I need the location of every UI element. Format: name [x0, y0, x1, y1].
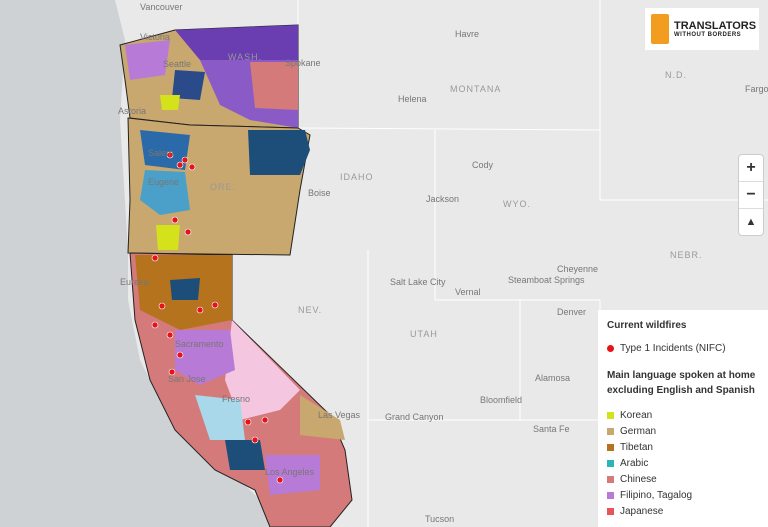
- legend-title: Current wildfires: [607, 320, 687, 331]
- place-label: NEV.: [298, 305, 322, 315]
- fire-marker[interactable]: [276, 476, 284, 484]
- place-label: Las Vegas: [318, 410, 361, 420]
- place-label: Spokane: [285, 58, 321, 68]
- legend-swatch: [607, 428, 614, 435]
- legend-swatch: [607, 476, 614, 483]
- place-label: Helena: [398, 94, 427, 104]
- place-label: Havre: [455, 29, 479, 39]
- place-label: Seattle: [163, 59, 191, 69]
- place-label: NEBR.: [670, 250, 703, 260]
- legend-item: Arabic: [607, 458, 759, 469]
- place-label: Fresno: [222, 394, 250, 404]
- fire-marker[interactable]: [261, 416, 269, 424]
- fire-marker[interactable]: [251, 436, 259, 444]
- legend-label: Arabic: [620, 458, 649, 469]
- fire-marker[interactable]: [166, 151, 174, 159]
- map-controls: + − ▲: [738, 154, 764, 236]
- place-label: Victoria: [140, 32, 170, 42]
- place-label: Bloomfield: [480, 395, 522, 405]
- legend-label: Chinese: [620, 474, 657, 485]
- legend-label: Filipino, Tagalog: [620, 490, 693, 501]
- place-label: Eureka: [120, 277, 149, 287]
- logo-icon: [651, 14, 669, 44]
- reset-north[interactable]: ▲: [745, 216, 757, 228]
- place-label: Vancouver: [140, 2, 182, 12]
- place-label: Steamboat Springs: [508, 275, 585, 285]
- legend-swatch: [607, 345, 614, 352]
- legend: Current wildfires Type 1 Incidents (NIFC…: [598, 310, 768, 527]
- place-label: WYO.: [503, 199, 531, 209]
- place-label: San Jose: [168, 374, 206, 384]
- logo-subtext: WITHOUT BORDERS: [674, 32, 742, 38]
- zoom-in[interactable]: +: [739, 155, 763, 182]
- place-label: MONTANA: [450, 84, 501, 94]
- logo[interactable]: TRANSLATORS WITHOUT BORDERS: [645, 8, 759, 50]
- zoom-out[interactable]: −: [739, 182, 763, 209]
- place-label: Eugene: [148, 177, 179, 187]
- place-label: WASH.: [228, 52, 262, 62]
- place-label: Grand Canyon: [385, 412, 444, 422]
- legend-item: Tibetan: [607, 442, 759, 453]
- legend-swatch: [607, 508, 614, 515]
- place-label: UTAH: [410, 329, 438, 339]
- legend-swatch: [607, 460, 614, 467]
- fire-marker[interactable]: [171, 216, 179, 224]
- place-label: Fargo: [745, 84, 768, 94]
- place-label: ORE.: [210, 182, 236, 192]
- legend-item: Chinese: [607, 474, 759, 485]
- legend-label: Japanese: [620, 506, 664, 517]
- place-label: Sacramento: [175, 339, 224, 349]
- place-label: Alamosa: [535, 373, 570, 383]
- legend-item: German: [607, 426, 759, 437]
- place-label: Jackson: [426, 194, 459, 204]
- fire-marker[interactable]: [168, 368, 176, 376]
- place-label: Denver: [557, 307, 586, 317]
- fire-marker[interactable]: [184, 228, 192, 236]
- fire-marker[interactable]: [181, 156, 189, 164]
- legend-swatch: [607, 412, 614, 419]
- legend-item: Type 1 Incidents (NIFC): [607, 343, 759, 354]
- place-label: Boise: [308, 188, 331, 198]
- place-label: Tucson: [425, 514, 454, 524]
- legend-subtitle: Main language spoken at home excluding E…: [607, 370, 756, 396]
- place-label: Salt Lake City: [390, 277, 446, 287]
- legend-items: Korean German Tibetan Arabic Chinese Filipino…: [607, 410, 759, 517]
- legend-label: Type 1 Incidents (NIFC): [620, 343, 726, 354]
- legend-item: Filipino, Tagalog: [607, 490, 759, 501]
- legend-item: Japanese: [607, 506, 759, 517]
- legend-swatch: [607, 444, 614, 451]
- fire-marker[interactable]: [166, 331, 174, 339]
- fire-marker[interactable]: [151, 254, 159, 262]
- place-label: IDAHO: [340, 172, 374, 182]
- place-label: Santa Fe: [533, 424, 570, 434]
- fire-marker[interactable]: [158, 302, 166, 310]
- place-label: N.D.: [665, 70, 687, 80]
- fire-marker[interactable]: [151, 321, 159, 329]
- place-label: Cheyenne: [557, 264, 598, 274]
- legend-label: Tibetan: [620, 442, 653, 453]
- fire-marker[interactable]: [196, 306, 204, 314]
- place-label: Vernal: [455, 287, 481, 297]
- place-label: Astoria: [118, 106, 146, 116]
- fire-marker[interactable]: [211, 301, 219, 309]
- fire-marker[interactable]: [244, 418, 252, 426]
- legend-item: Korean: [607, 410, 759, 421]
- legend-label: German: [620, 426, 657, 437]
- legend-swatch: [607, 492, 614, 499]
- place-label: Los Angeles: [265, 467, 315, 477]
- fire-marker[interactable]: [176, 161, 184, 169]
- logo-text: TRANSLATORS: [674, 20, 757, 32]
- fire-marker[interactable]: [188, 163, 196, 171]
- fire-marker[interactable]: [176, 351, 184, 359]
- place-label: Salem: [148, 148, 174, 158]
- place-label: Cody: [472, 160, 494, 170]
- legend-label: Korean: [620, 410, 653, 421]
